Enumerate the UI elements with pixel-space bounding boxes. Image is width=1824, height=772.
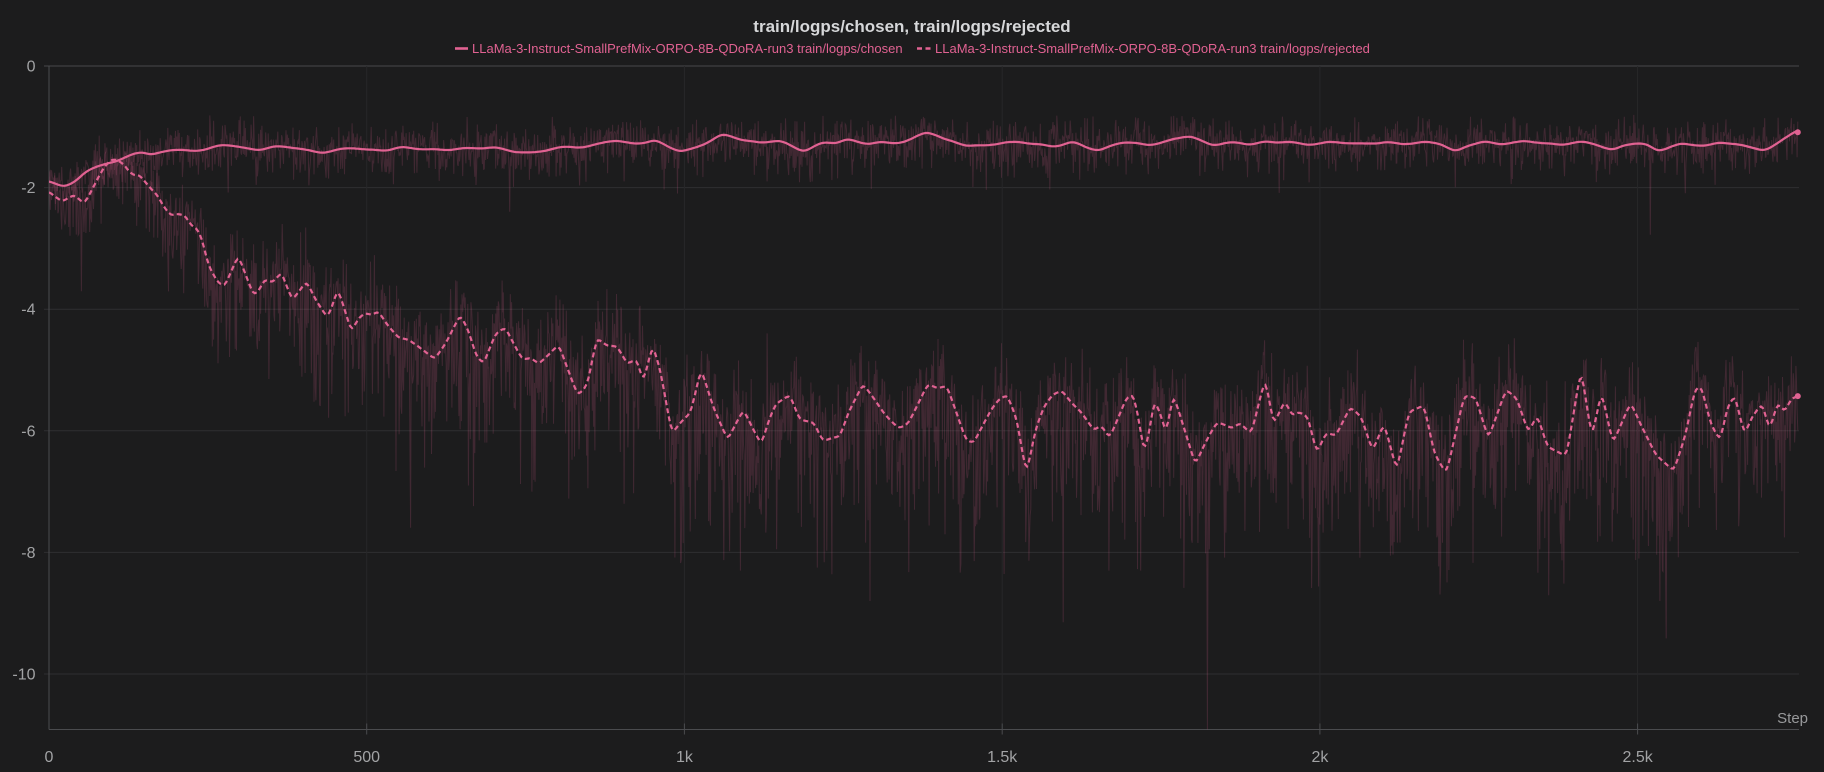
- svg-text:2.5k: 2.5k: [1622, 749, 1653, 766]
- svg-text:0: 0: [27, 59, 36, 76]
- svg-text:-10: -10: [12, 667, 35, 684]
- svg-text:0: 0: [45, 749, 54, 766]
- svg-text:2k: 2k: [1311, 749, 1329, 766]
- svg-text:LLaMa-3-Instruct-SmallPrefMix-: LLaMa-3-Instruct-SmallPrefMix-ORPO-8B-QD…: [472, 41, 903, 56]
- svg-text:-2: -2: [21, 180, 35, 197]
- svg-text:1k: 1k: [676, 749, 694, 766]
- svg-text:-4: -4: [21, 302, 35, 319]
- svg-text:500: 500: [353, 749, 380, 766]
- svg-text:train/logps/chosen, train/logp: train/logps/chosen, train/logps/rejected: [753, 17, 1070, 36]
- svg-text:LLaMa-3-Instruct-SmallPrefMix-: LLaMa-3-Instruct-SmallPrefMix-ORPO-8B-QD…: [935, 41, 1370, 56]
- svg-text:-8: -8: [21, 545, 35, 562]
- svg-text:1.5k: 1.5k: [987, 749, 1018, 766]
- svg-text:Step: Step: [1777, 710, 1808, 727]
- svg-text:-6: -6: [21, 423, 35, 440]
